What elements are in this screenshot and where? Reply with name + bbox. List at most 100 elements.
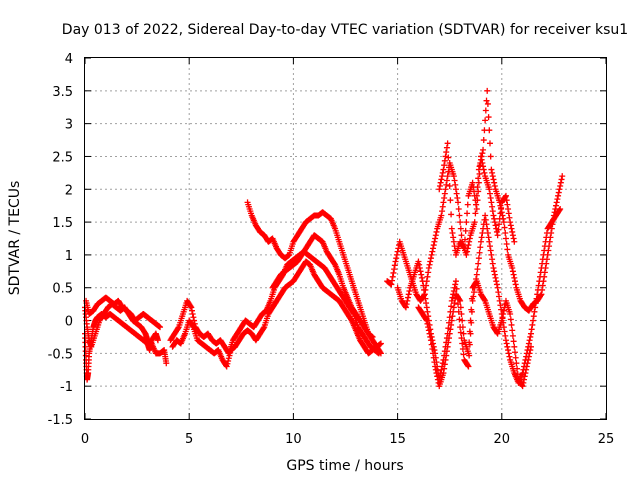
data-point [505, 347, 512, 354]
series-track-g [269, 232, 376, 340]
data-point [423, 316, 430, 323]
data-point [530, 317, 537, 324]
data-point [417, 268, 424, 275]
data-point [439, 208, 446, 215]
data-point [418, 274, 425, 281]
data-point [452, 181, 459, 188]
data-point [505, 205, 512, 212]
y-tick-label: -1 [60, 380, 73, 395]
data-point [488, 251, 495, 258]
data-point [509, 327, 516, 334]
chart-title: Day 013 of 2022, Sidereal Day-to-day VTE… [62, 22, 628, 38]
data-point [428, 341, 435, 348]
data-point [441, 365, 448, 372]
data-point [424, 320, 431, 327]
data-point [449, 313, 456, 320]
data-point [471, 289, 478, 296]
data-point [420, 292, 427, 299]
data-point [491, 179, 498, 186]
data-point [377, 340, 384, 347]
data-point [500, 307, 507, 314]
data-point [424, 308, 431, 315]
data-point [509, 268, 516, 275]
data-point [484, 100, 491, 107]
data-point [425, 269, 432, 276]
data-point [504, 343, 511, 350]
data-point [393, 251, 400, 258]
data-point [416, 261, 423, 268]
data-point [489, 203, 496, 210]
data-point [465, 350, 472, 357]
data-point [460, 330, 467, 337]
data-point [479, 160, 486, 167]
data-point [437, 179, 444, 186]
data-point [445, 339, 452, 346]
data-point [225, 355, 232, 362]
data-point [430, 242, 437, 249]
data-point [464, 362, 471, 369]
data-point [440, 166, 447, 173]
x-axis-label: GPS time / hours [286, 458, 403, 474]
data-point [447, 197, 454, 204]
data-point [509, 228, 516, 235]
x-tick-label: 20 [494, 432, 511, 447]
data-point [390, 269, 397, 276]
data-point [430, 350, 437, 357]
data-point [486, 127, 493, 134]
data-point [502, 192, 509, 199]
data-point [491, 215, 498, 222]
data-point [512, 354, 519, 361]
y-tick-label: 3.5 [52, 85, 73, 100]
data-point [556, 207, 563, 214]
x-tick-label: 0 [81, 432, 89, 447]
data-point [531, 308, 538, 315]
data-point [458, 310, 465, 317]
data-point [429, 248, 436, 255]
data-point [225, 358, 232, 365]
data-point [438, 212, 445, 219]
data-point [493, 278, 500, 285]
data-point [480, 163, 487, 170]
y-tick-label: 4 [65, 52, 73, 67]
data-point [496, 293, 503, 300]
data-point [482, 117, 489, 124]
y-tick-label: -0.5 [48, 347, 73, 362]
data-point [457, 225, 464, 232]
data-point [443, 149, 450, 156]
data-point [428, 251, 435, 258]
series-track-i [394, 205, 564, 386]
data-point [424, 273, 431, 280]
data-point [388, 281, 395, 288]
data-point [450, 238, 457, 245]
data-point [423, 300, 430, 307]
data-point [507, 219, 514, 226]
data-point [432, 232, 439, 239]
data-point [465, 363, 472, 370]
data-point [456, 212, 463, 219]
data-point [475, 260, 482, 267]
data-point [458, 232, 465, 239]
data-point [187, 303, 194, 310]
data-point [423, 317, 430, 324]
data-point [534, 286, 541, 293]
data-point [450, 308, 457, 315]
data-point [495, 226, 502, 233]
data-point [461, 236, 468, 243]
data-point [489, 260, 496, 267]
data-point [448, 303, 455, 310]
data-point [163, 360, 170, 367]
data-point [389, 277, 396, 284]
data-point [405, 291, 412, 298]
data-point [502, 332, 509, 339]
y-tick-label: 1 [65, 249, 73, 264]
data-point [533, 295, 540, 302]
data-point [444, 140, 451, 147]
data-point [430, 245, 437, 252]
data-point [444, 343, 451, 350]
data-point [442, 153, 449, 160]
data-point [466, 235, 473, 242]
x-tick-label: 10 [285, 432, 302, 447]
data-point [481, 169, 488, 176]
data-point [426, 330, 433, 337]
data-point [526, 350, 533, 357]
